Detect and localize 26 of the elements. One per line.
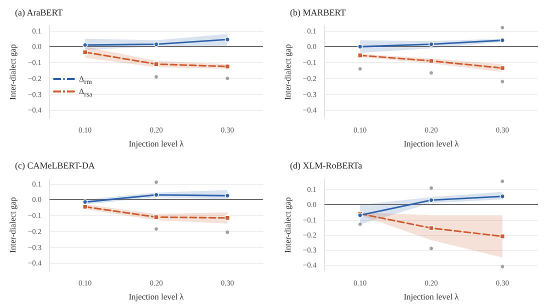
point — [154, 227, 158, 231]
point — [500, 80, 504, 84]
point — [430, 71, 433, 75]
point — [358, 67, 362, 71]
point — [154, 192, 159, 198]
x-axis-title: Injection level λ — [404, 138, 460, 148]
point — [226, 230, 230, 234]
x-axis-title: Injection level λ — [128, 292, 185, 302]
point — [428, 58, 434, 64]
y-axis-title: Inter-dialect gap — [8, 44, 18, 100]
point — [357, 44, 363, 50]
point — [224, 215, 230, 221]
point — [82, 42, 88, 48]
point — [154, 214, 159, 220]
y-axis-title: Inter-dialect gap — [282, 44, 292, 100]
chart-title: (c) CAMeLBERT-DA — [15, 160, 96, 170]
chart-title: (d) XLM-RoBERTa — [290, 160, 362, 170]
x-axis-title: Injection level λ — [128, 138, 185, 148]
point — [428, 42, 434, 47]
chart-title: (b) MARBERT — [290, 8, 346, 18]
point — [154, 42, 159, 47]
x-axis-title: Injection level λ — [404, 292, 460, 302]
y-axis-title: Inter-dialect gap — [8, 197, 18, 253]
y-axis-title: Inter-dialect gap — [282, 197, 292, 253]
chart-title: (a) AraBERT — [15, 8, 64, 18]
point — [154, 61, 159, 67]
